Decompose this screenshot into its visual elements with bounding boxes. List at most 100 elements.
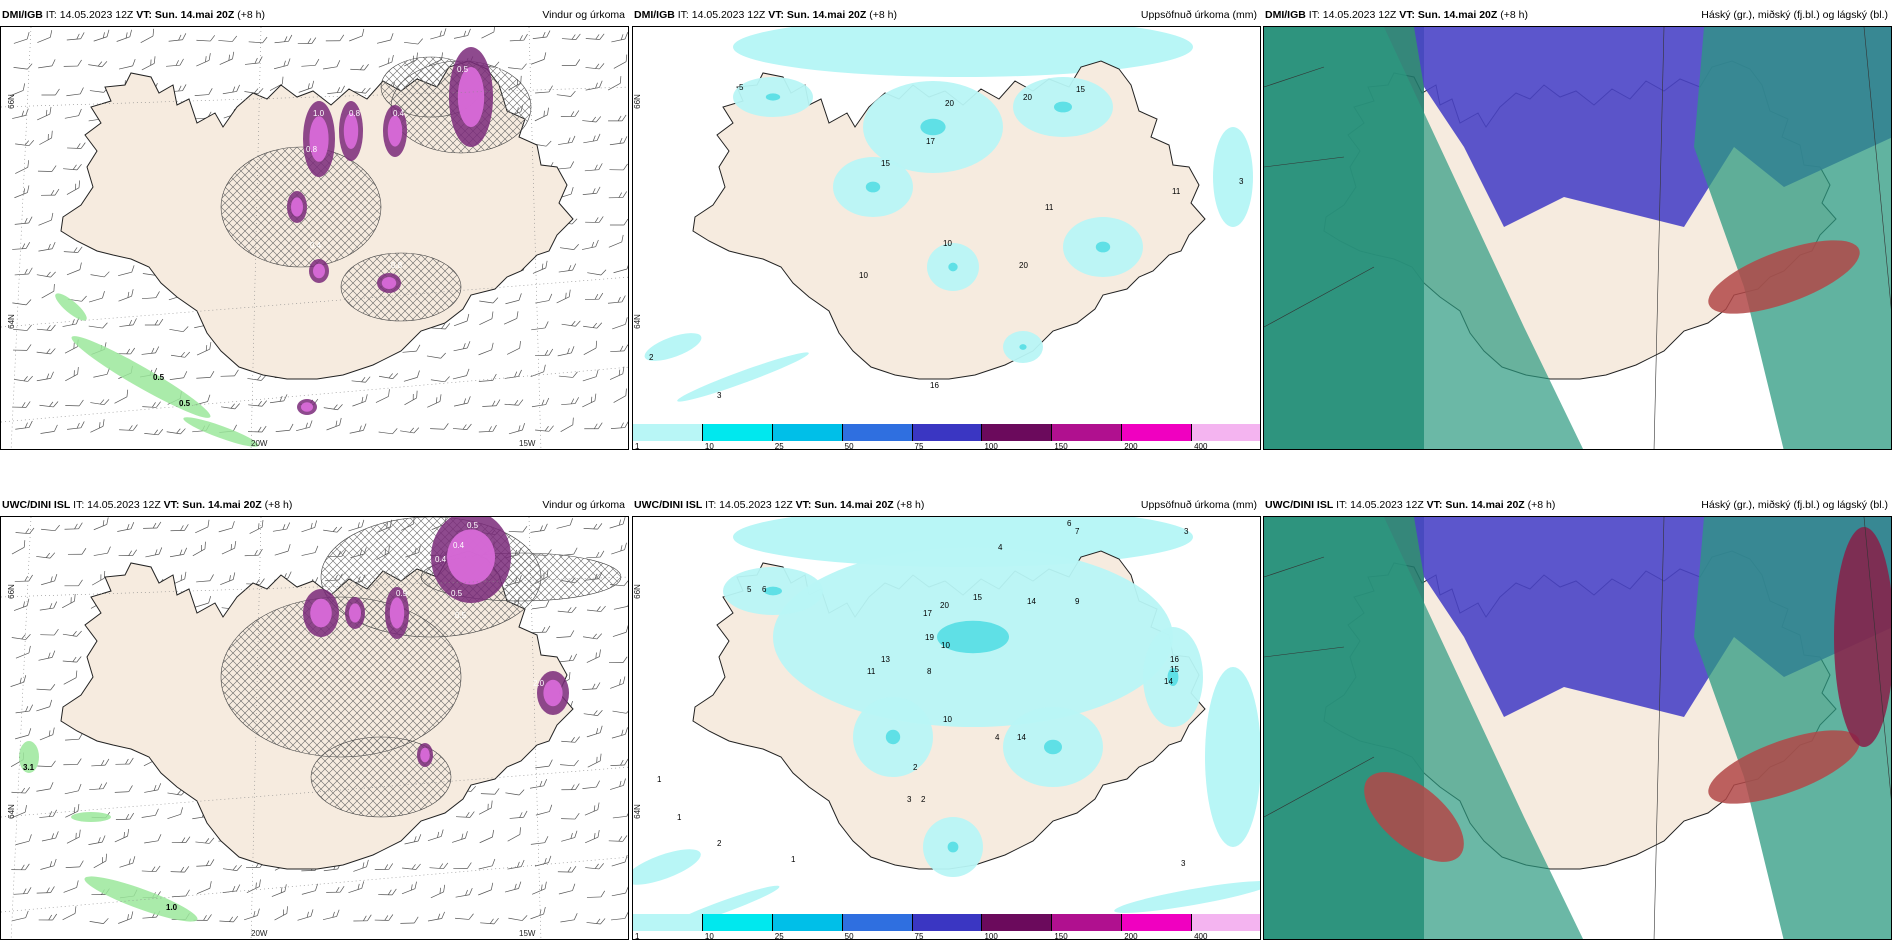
precip-value: 5 bbox=[747, 585, 752, 594]
precip-land-core bbox=[765, 93, 781, 101]
precip-value: 0.9 bbox=[396, 589, 408, 598]
lat-label-64n: 64N bbox=[6, 804, 16, 819]
wind-barb bbox=[404, 38, 423, 45]
wind-barb bbox=[560, 417, 574, 433]
precip-value: 1.0 bbox=[166, 903, 178, 912]
wind-barb bbox=[582, 186, 601, 195]
wind-barb bbox=[508, 423, 525, 435]
wind-barb bbox=[508, 915, 528, 921]
snow-hatch bbox=[340, 252, 462, 322]
wind-barb bbox=[247, 374, 267, 381]
product-title: Vindur og úrkoma bbox=[542, 499, 625, 511]
wind-barb bbox=[12, 344, 32, 351]
wind-barb bbox=[66, 32, 85, 41]
wind-barb bbox=[15, 728, 32, 740]
panel-wind-precip-uwc: UWC/DINI ISL IT: 14.05.2023 12Z VT: Sun.… bbox=[0, 494, 629, 940]
colorbar-swatch bbox=[772, 914, 843, 931]
grid-lines bbox=[1264, 517, 1891, 939]
colorbar-swatch bbox=[1122, 424, 1193, 441]
wind-barb bbox=[559, 547, 578, 556]
precip-value: 10 bbox=[859, 271, 868, 280]
wind-barb bbox=[322, 60, 341, 70]
map-area[interactable]: 66N 64N 5 20 20 15 17 15 11 11 10 20 10 … bbox=[632, 26, 1261, 450]
wind-barb bbox=[535, 85, 553, 94]
wind-barb bbox=[36, 699, 53, 712]
model-name: UWC/DINI ISL bbox=[634, 499, 703, 511]
colorbar-tick: 100 bbox=[984, 932, 998, 940]
wind-barb bbox=[196, 53, 211, 67]
lead-time: (+8 h) bbox=[237, 9, 265, 21]
wind-barb bbox=[427, 911, 445, 922]
precip-area-inner bbox=[291, 197, 303, 217]
wind-barb bbox=[36, 271, 56, 278]
wind-barb bbox=[12, 401, 31, 408]
cloud-red-area bbox=[1708, 240, 1860, 314]
wind-barb bbox=[583, 709, 603, 716]
map-area[interactable]: 66N 64N 6 7 3 4 5 6 20 17 15 14 9 13 11 … bbox=[632, 516, 1261, 940]
product-title: Uppsöfnuð úrkoma (mm) bbox=[1140, 9, 1257, 21]
colorbar-tick: 50 bbox=[844, 932, 854, 940]
wind-barb bbox=[67, 421, 85, 430]
wind-barb bbox=[168, 33, 187, 42]
wind-barb bbox=[12, 108, 29, 119]
wind-barb bbox=[171, 836, 191, 843]
map-svg bbox=[1264, 27, 1891, 449]
wind-barb bbox=[39, 727, 55, 741]
wind-barb bbox=[116, 29, 132, 42]
wind-barb bbox=[507, 859, 525, 870]
precip-value: 15 bbox=[973, 593, 982, 602]
precip-value: 0.8 bbox=[306, 145, 318, 154]
wind-barb bbox=[613, 599, 628, 610]
wind-barb bbox=[608, 191, 628, 199]
wind-barb bbox=[556, 161, 575, 170]
wind-barb bbox=[141, 291, 160, 300]
wind-barb bbox=[15, 527, 35, 535]
issue-time: IT: 14.05.2023 12Z bbox=[705, 499, 793, 511]
wind-barb bbox=[608, 114, 627, 122]
map-area[interactable] bbox=[1263, 516, 1892, 940]
precip-value: 0.4 bbox=[310, 241, 322, 250]
wind-barb bbox=[63, 246, 83, 253]
wind-barb bbox=[248, 36, 268, 44]
wind-barb bbox=[322, 909, 340, 921]
precip-area-inner bbox=[310, 598, 332, 628]
wind-barb bbox=[534, 855, 552, 867]
precip-value: 6 bbox=[762, 585, 767, 594]
precip-over-land-areas bbox=[723, 547, 1203, 877]
map-area[interactable]: 66N 64N 20W 15W 0.5 0.5 0.5 0. 1.0 0.8 0… bbox=[0, 26, 629, 450]
wind-barb bbox=[66, 829, 81, 844]
wind-barb bbox=[582, 682, 601, 690]
map-area[interactable] bbox=[1263, 26, 1892, 450]
wind-barb bbox=[114, 785, 133, 793]
wind-barb bbox=[374, 863, 394, 870]
wind-barb bbox=[429, 862, 449, 870]
precip-area-inner bbox=[313, 263, 325, 279]
wind-barb bbox=[531, 321, 549, 331]
wind-barb bbox=[453, 396, 471, 407]
precip-value: 11 bbox=[867, 667, 876, 676]
wind-barb bbox=[67, 142, 86, 149]
wind-barb bbox=[38, 59, 56, 69]
wind-barb bbox=[482, 399, 501, 407]
wind-barb bbox=[613, 262, 628, 274]
wind-barb bbox=[430, 28, 447, 40]
wind-barb bbox=[348, 519, 365, 532]
wind-barb bbox=[246, 879, 261, 893]
precip-value: 15 bbox=[1076, 85, 1085, 94]
wind-barb bbox=[374, 914, 394, 921]
colorbar-tick: 50 bbox=[844, 442, 854, 450]
precip-value: 1.0 bbox=[313, 109, 325, 118]
wind-barb bbox=[88, 322, 108, 329]
wind-barb bbox=[586, 890, 606, 898]
wind-barb bbox=[219, 51, 235, 65]
map-svg bbox=[633, 517, 1260, 929]
precip-sea-area bbox=[677, 352, 809, 402]
cloud-layers bbox=[1264, 517, 1891, 939]
colorbar-swatch bbox=[982, 424, 1053, 441]
cloud-red-area bbox=[1364, 772, 1464, 862]
map-area[interactable]: 66N 64N 20W 15W 0.5 0.4 0.5 0.4 0.5 0.9 … bbox=[0, 516, 629, 940]
meridian-line bbox=[250, 517, 262, 939]
wind-barb bbox=[556, 518, 573, 529]
wind-barb bbox=[535, 425, 554, 432]
wind-barb bbox=[40, 424, 58, 434]
